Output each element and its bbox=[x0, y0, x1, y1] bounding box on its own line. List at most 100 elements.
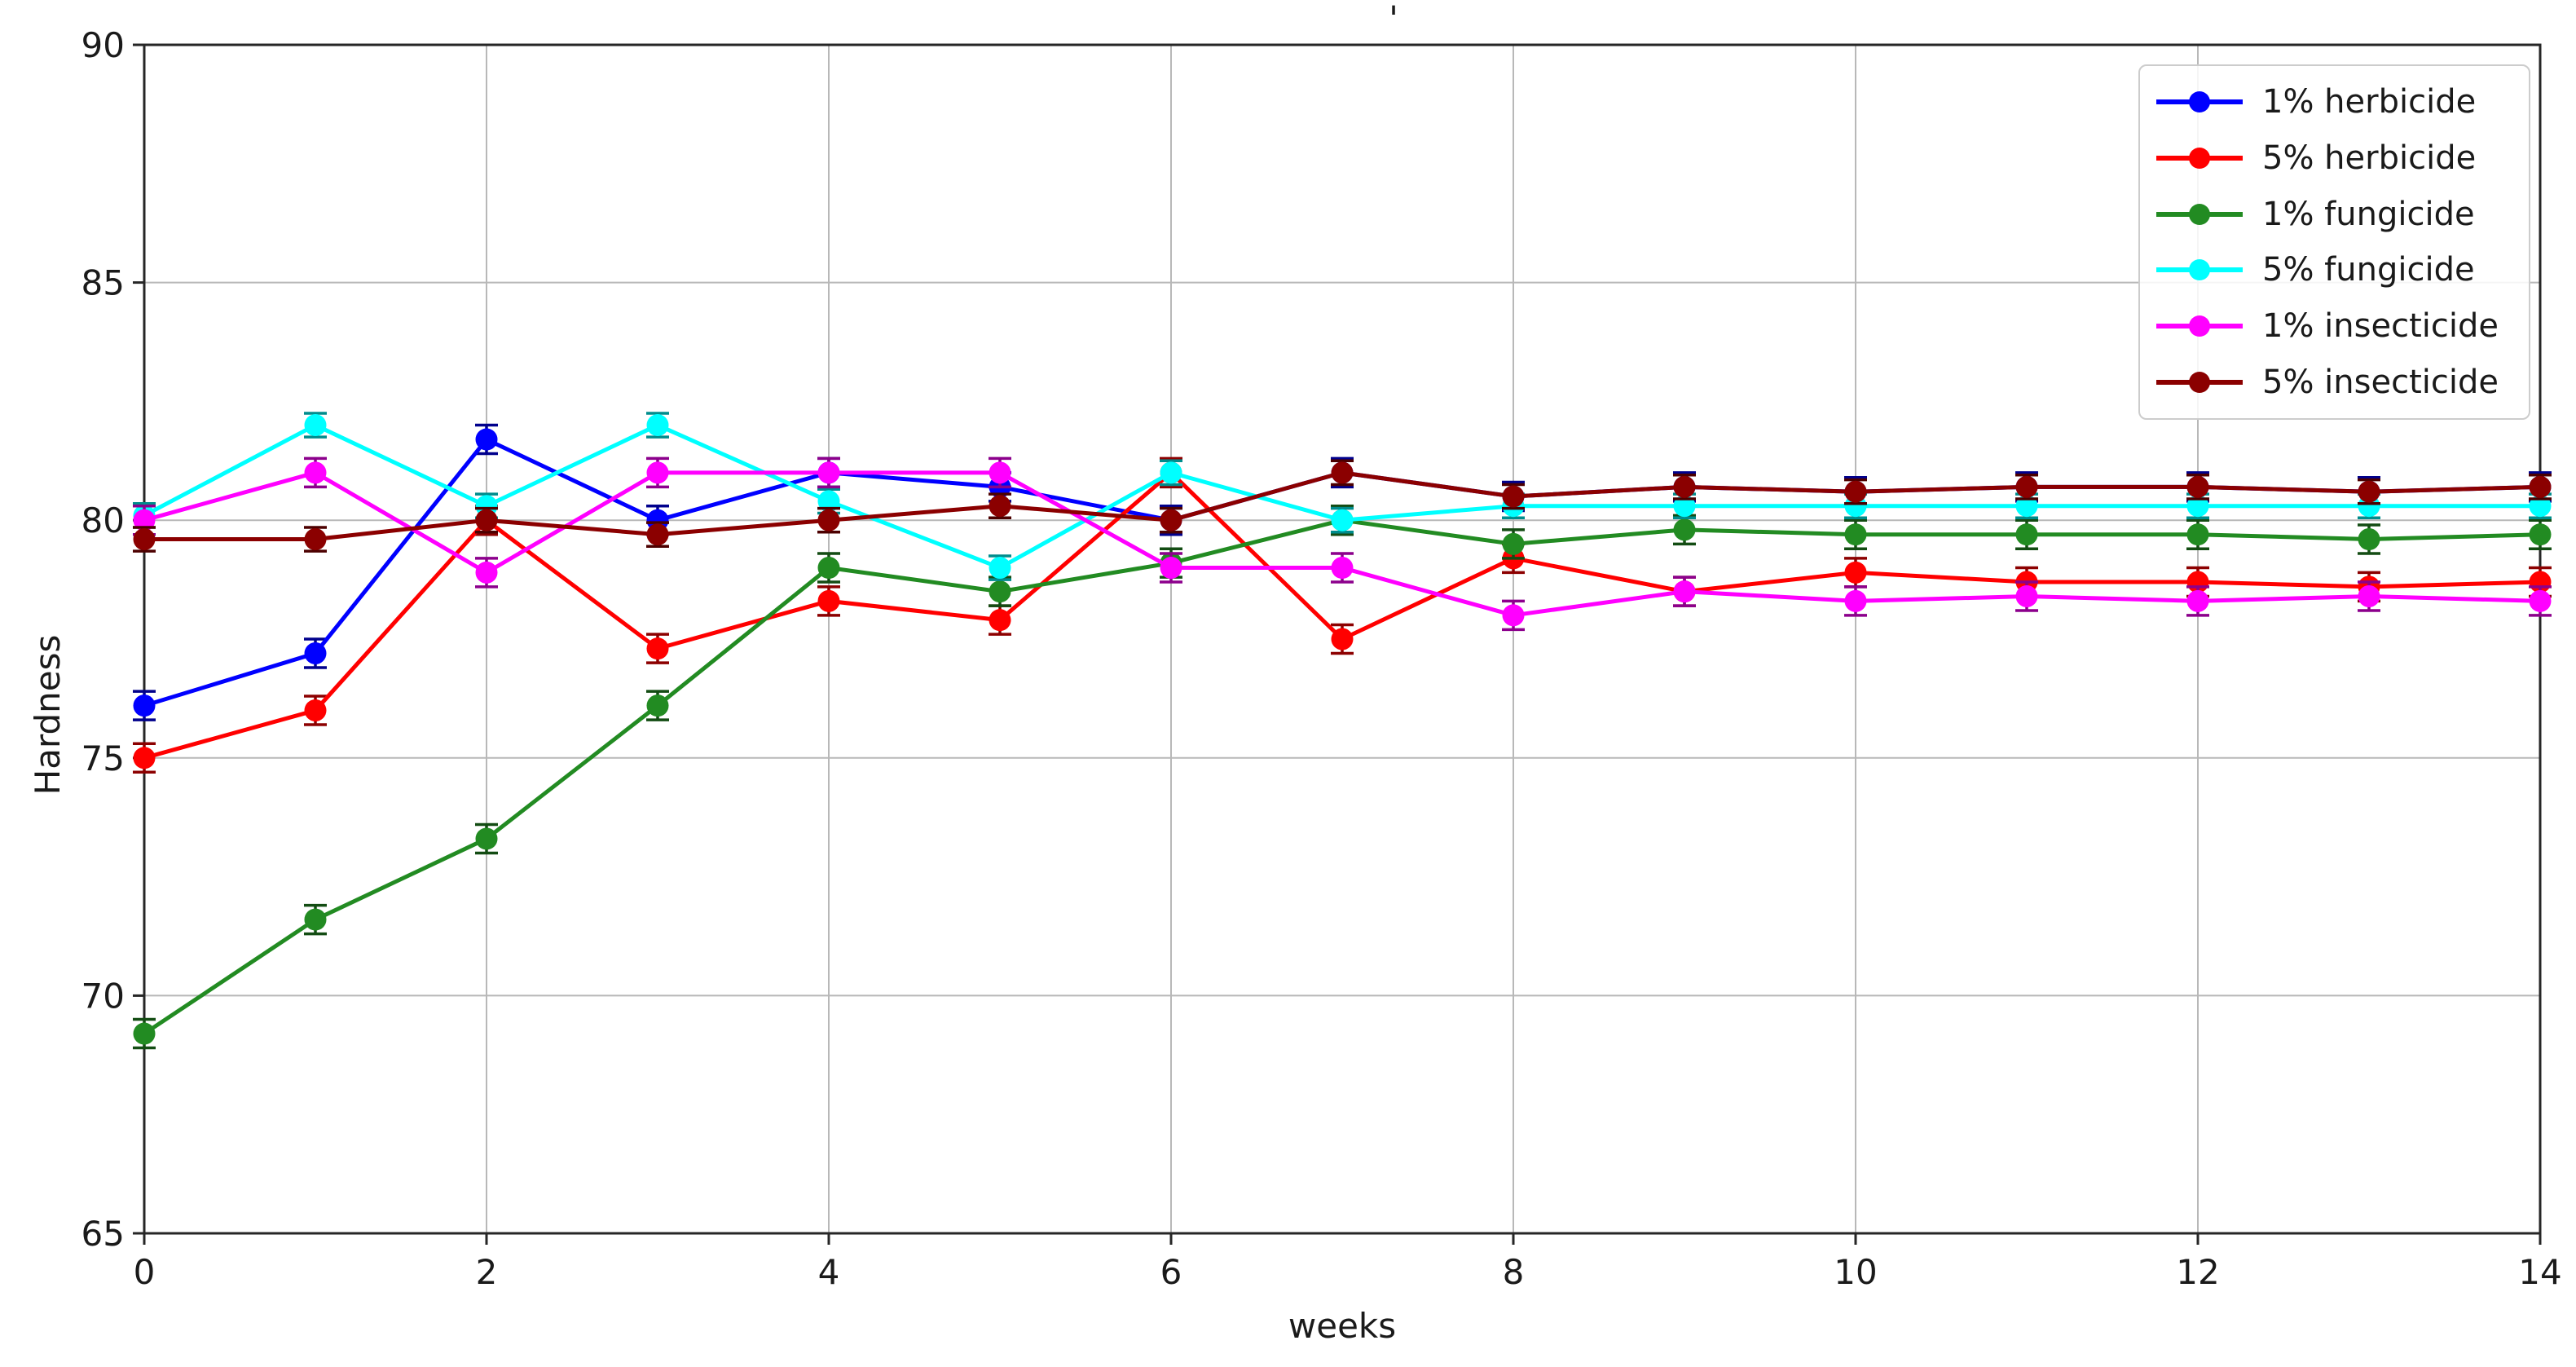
legend-item-1pct-fungicide: 1% fungicide bbox=[2151, 188, 2517, 240]
legend-dot bbox=[2189, 91, 2210, 113]
x-tick-label: 14 bbox=[2518, 1252, 2561, 1292]
x-tick-label: 4 bbox=[818, 1252, 840, 1292]
data-point-marker bbox=[817, 589, 840, 612]
data-point-marker bbox=[2015, 585, 2038, 608]
y-tick-label: 80 bbox=[81, 500, 125, 540]
data-point-marker bbox=[2186, 495, 2209, 518]
legend-dot bbox=[2189, 147, 2210, 169]
legend-dot bbox=[2189, 315, 2210, 337]
tick-labels: 0 2 4 6 8 10 12 14 65 70 75 80 85 90 bbox=[81, 25, 2562, 1292]
data-point-marker bbox=[1160, 557, 1182, 580]
series-line bbox=[143, 518, 2541, 1036]
series-5pct-herbicide bbox=[133, 456, 2552, 774]
legend-marker-1pct-herbicide bbox=[2156, 91, 2243, 113]
x-tick-label: 8 bbox=[1503, 1252, 1525, 1292]
data-point-marker bbox=[989, 461, 1011, 484]
x-axis-title: weeks bbox=[1288, 1306, 1397, 1346]
data-point-marker bbox=[133, 747, 156, 769]
data-point-marker bbox=[817, 461, 840, 484]
legend-marker-1pct-fungicide bbox=[2156, 203, 2243, 225]
data-point-marker bbox=[1502, 532, 1525, 555]
data-point-marker bbox=[989, 580, 1011, 603]
data-point-marker bbox=[475, 561, 498, 584]
data-point-marker bbox=[1331, 461, 1354, 484]
data-point-marker bbox=[646, 637, 669, 660]
data-point-marker bbox=[304, 908, 327, 931]
data-point-marker bbox=[133, 528, 156, 551]
y-tick-label: 85 bbox=[81, 263, 125, 303]
data-point-marker bbox=[1844, 480, 1867, 503]
axes-frame bbox=[143, 43, 2542, 1235]
legend-label: 5% insecticide bbox=[2262, 363, 2499, 401]
x-tick-label: 6 bbox=[1160, 1252, 1182, 1292]
data-point-marker bbox=[646, 695, 669, 717]
legend-marker-1pct-insecticide bbox=[2156, 315, 2243, 337]
data-point-marker bbox=[304, 414, 327, 437]
data-point-marker bbox=[646, 461, 669, 484]
data-point-marker bbox=[133, 509, 156, 531]
legend-dot bbox=[2189, 203, 2210, 225]
data-point-marker bbox=[1844, 589, 1867, 612]
data-point-marker bbox=[989, 495, 1011, 518]
legend-marker-5pct-herbicide bbox=[2156, 147, 2243, 169]
legend-label: 1% fungicide bbox=[2262, 195, 2475, 233]
data-point-marker bbox=[989, 557, 1011, 580]
data-point-marker bbox=[2186, 475, 2209, 498]
data-point-marker bbox=[133, 1022, 156, 1045]
y-tick-label: 90 bbox=[81, 25, 125, 65]
legend-item-1pct-herbicide: 1% herbicide bbox=[2151, 76, 2517, 128]
legend-marker-5pct-fungicide bbox=[2156, 259, 2243, 281]
legend-dot bbox=[2189, 371, 2210, 393]
data-point-marker bbox=[2358, 528, 2380, 551]
legend-item-1pct-insecticide: 1% insecticide bbox=[2151, 300, 2517, 352]
data-point-marker bbox=[133, 695, 156, 717]
data-point-marker bbox=[2529, 523, 2552, 546]
data-point-marker bbox=[817, 490, 840, 513]
data-point-marker bbox=[1673, 475, 1696, 498]
legend: 1% herbicide 5% herbicide 1% fungicide 5% f… bbox=[2138, 64, 2530, 420]
data-point-marker bbox=[2529, 495, 2552, 518]
data-point-marker bbox=[1844, 523, 1867, 546]
data-point-marker bbox=[2529, 475, 2552, 498]
legend-dot bbox=[2189, 259, 2210, 281]
data-point-marker bbox=[304, 699, 327, 721]
legend-label: 1% insecticide bbox=[2262, 306, 2499, 345]
y-tick-label: 65 bbox=[81, 1214, 125, 1254]
data-point-marker bbox=[2186, 589, 2209, 612]
data-point-marker bbox=[2186, 523, 2209, 546]
data-point-marker bbox=[1160, 509, 1182, 531]
legend-label: 5% fungicide bbox=[2262, 251, 2475, 289]
data-point-marker bbox=[646, 523, 669, 546]
data-point-marker bbox=[2015, 475, 2038, 498]
data-point-marker bbox=[1673, 518, 1696, 541]
data-point-marker bbox=[646, 414, 669, 437]
data-point-marker bbox=[2015, 523, 2038, 546]
data-point-marker bbox=[475, 428, 498, 451]
data-point-marker bbox=[1673, 580, 1696, 603]
data-point-marker bbox=[304, 642, 327, 664]
data-point-marker bbox=[304, 528, 327, 551]
data-point-marker bbox=[2358, 585, 2380, 608]
x-tick-label: 0 bbox=[134, 1252, 156, 1292]
data-point-marker bbox=[1502, 485, 1525, 508]
x-tick-label: 2 bbox=[476, 1252, 498, 1292]
data-point-marker bbox=[2358, 480, 2380, 503]
data-point-marker bbox=[989, 609, 1011, 632]
x-tick-label: 12 bbox=[2176, 1252, 2219, 1292]
legend-item-5pct-herbicide: 5% herbicide bbox=[2151, 132, 2517, 184]
data-point-marker bbox=[1331, 509, 1354, 531]
data-point-marker bbox=[304, 461, 327, 484]
data-point-marker bbox=[1502, 604, 1525, 627]
x-tick-label: 10 bbox=[1834, 1252, 1877, 1292]
legend-label: 5% herbicide bbox=[2262, 139, 2477, 177]
data-point-marker bbox=[2529, 589, 2552, 612]
legend-item-5pct-insecticide: 5% insecticide bbox=[2151, 356, 2517, 408]
data-point-marker bbox=[1844, 561, 1867, 584]
data-point-marker bbox=[1331, 557, 1354, 580]
data-point-marker bbox=[1673, 495, 1696, 518]
data-point-marker bbox=[2015, 495, 2038, 518]
data-point-marker bbox=[475, 827, 498, 850]
legend-label: 1% herbicide bbox=[2262, 83, 2477, 121]
